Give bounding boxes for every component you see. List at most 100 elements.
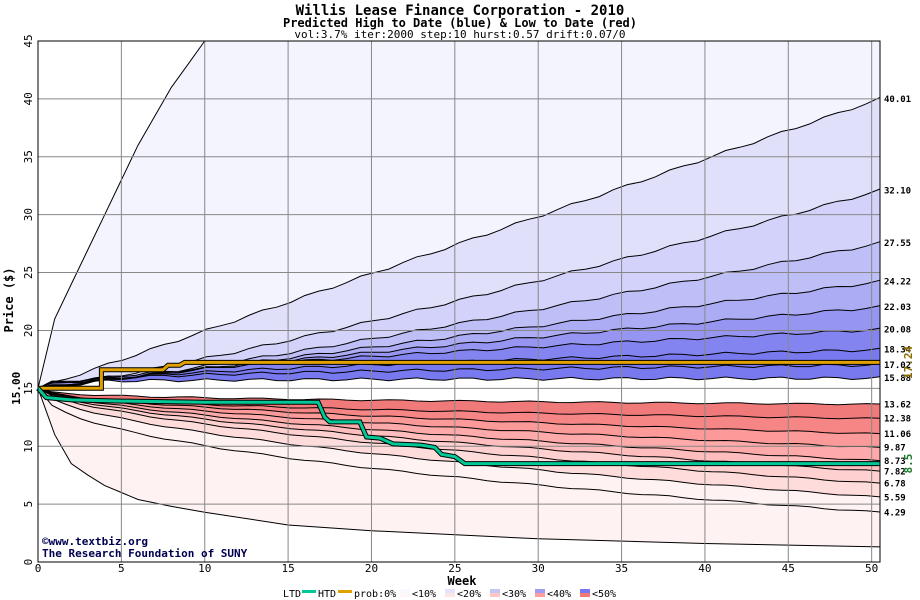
- high-percentile-line-15.88: [37, 376, 881, 389]
- low-percentile-line-13.62: [37, 387, 881, 406]
- y-tick-label: 0: [22, 559, 35, 566]
- high-percentile-line-22.03: [37, 305, 881, 389]
- legend-band-red-swatch: [580, 593, 590, 597]
- low-percentile-line-11.06: [37, 387, 881, 435]
- y-tick-label: 40: [22, 92, 35, 105]
- percentile-label: 20.08: [884, 326, 911, 336]
- legend-ltd-label: LTD: [283, 589, 301, 600]
- low-band-outer: [38, 388, 880, 547]
- high-band-6: [38, 328, 880, 389]
- x-tick-label: 25: [448, 562, 461, 575]
- y-tick-label: 15: [22, 382, 35, 395]
- percentile-label: 12.38: [884, 415, 911, 425]
- legend-band-label: <50%: [592, 589, 616, 600]
- x-tick-label: 50: [865, 562, 878, 575]
- percentile-label: 15.88: [884, 374, 911, 384]
- x-tick-label: 35: [615, 562, 628, 575]
- credit-website: ©www.textbiz.org: [42, 535, 148, 548]
- simulation-params: vol:3.7% iter:2000 step:10 hurst:0.57 dr…: [294, 28, 625, 41]
- percentile-label: 11.06: [884, 430, 911, 440]
- percentile-label: 32.10: [884, 186, 911, 196]
- legend-band-label: <30%: [502, 589, 526, 600]
- y-axis-ticks: 0 5 10 15 20 25 30 35 40 45: [22, 34, 35, 565]
- percentile-label: 18.34: [884, 346, 912, 356]
- low-band-1: [38, 388, 880, 419]
- legend-htd-label: HTD: [318, 589, 336, 600]
- legend-band-red-swatch: [445, 593, 455, 597]
- high-percentile-line-20.08: [37, 327, 881, 389]
- chart-subtitle: Predicted High to Date (blue) & Low to D…: [283, 16, 637, 30]
- legend-band-red-swatch: [535, 593, 545, 597]
- legend-band-blue-swatch: [490, 589, 500, 593]
- percentile-label: 7.82: [884, 467, 906, 477]
- x-tick-label: 15: [281, 562, 294, 575]
- y-tick-label: 20: [22, 324, 35, 337]
- start-price-label: 15.00: [10, 372, 23, 405]
- percentile-value-labels: 40.01 32.10 27.55 24.22 22.03 20.08 18.34 17.02…: [884, 95, 912, 519]
- percentile-label: 27.55: [884, 239, 911, 249]
- percentile-label: 17.02: [884, 361, 911, 371]
- price-series: [36, 359, 880, 467]
- x-tick-label: 40: [698, 562, 711, 575]
- legend: LTD HTD prob:0% <10% <20% <30% <40% <50%: [283, 589, 616, 600]
- percentile-label: 9.87: [884, 444, 906, 454]
- x-axis-label: Week: [448, 574, 478, 588]
- high-band-5: [38, 305, 880, 389]
- y-tick-label: 35: [22, 150, 35, 163]
- y-tick-label: 30: [22, 208, 35, 221]
- high-percentile-line-40.01: [37, 96, 881, 389]
- legend-band-items: <10% <20% <30% <40% <50%: [400, 589, 616, 600]
- ltd-series-line: [36, 387, 880, 466]
- chart-title: Willis Lease Finance Corporation - 2010: [296, 3, 625, 19]
- extreme-low-line: [37, 388, 881, 548]
- legend-htd-swatch: [338, 590, 352, 593]
- y-tick-label: 5: [22, 501, 35, 508]
- percentile-label: 8.73: [884, 457, 906, 467]
- percentile-label: 24.22: [884, 278, 911, 288]
- legend-band-label: <20%: [457, 589, 481, 600]
- y-tick-label: 10: [22, 440, 35, 453]
- percentile-label: 22.03: [884, 303, 911, 313]
- x-tick-label: 5: [118, 562, 125, 575]
- legend-band-blue-swatch: [535, 589, 545, 593]
- low-band-4: [38, 388, 880, 461]
- legend-band-label: <10%: [412, 589, 436, 600]
- x-tick-label: 10: [198, 562, 211, 575]
- y-axis-label: Price ($): [2, 267, 16, 332]
- credit-organization: The Research Foundation of SUNY: [42, 547, 248, 560]
- low-band-3: [38, 388, 880, 448]
- high-percentile-line-17.02: [37, 363, 881, 389]
- legend-band-red-swatch: [490, 593, 500, 597]
- low-percentile-line-8.73: [37, 387, 881, 462]
- percentile-label: 13.62: [884, 400, 911, 410]
- percentile-label: 4.29: [884, 508, 906, 518]
- htd-final-value: 17.24: [902, 345, 915, 378]
- x-tick-label: 20: [365, 562, 378, 575]
- legend-band-red-swatch: [400, 593, 410, 597]
- low-band-8: [38, 388, 880, 512]
- high-band-7: [38, 348, 880, 389]
- percentile-label: 6.78: [884, 480, 906, 490]
- x-axis-ticks: 0 5 10 15 20 25 30 35 40 45 50: [35, 562, 879, 575]
- x-tick-label: 45: [782, 562, 795, 575]
- low-band-6: [38, 388, 880, 484]
- low-percentile-line-4.29: [37, 387, 881, 513]
- plot-frame: [37, 40, 881, 563]
- x-tick-label: 30: [532, 562, 545, 575]
- legend-band-blue-swatch: [580, 589, 590, 593]
- legend-ltd-swatch: [302, 590, 316, 593]
- legend-prob-label: prob:0%: [354, 589, 396, 600]
- high-band-8: [38, 363, 880, 389]
- low-band-5: [38, 388, 880, 472]
- legend-band-blue-swatch: [400, 589, 410, 593]
- y-tick-label: 45: [22, 34, 35, 47]
- y-tick-label: 25: [22, 266, 35, 279]
- ltd-final-value: 8.5: [902, 454, 915, 474]
- low-percentile-line-9.87: [37, 387, 881, 448]
- probability-bands: [38, 41, 880, 547]
- htd-series-line: [38, 360, 880, 390]
- x-tick-label: 0: [35, 562, 42, 575]
- legend-band-blue-swatch: [445, 589, 455, 593]
- percentile-label: 40.01: [884, 95, 911, 105]
